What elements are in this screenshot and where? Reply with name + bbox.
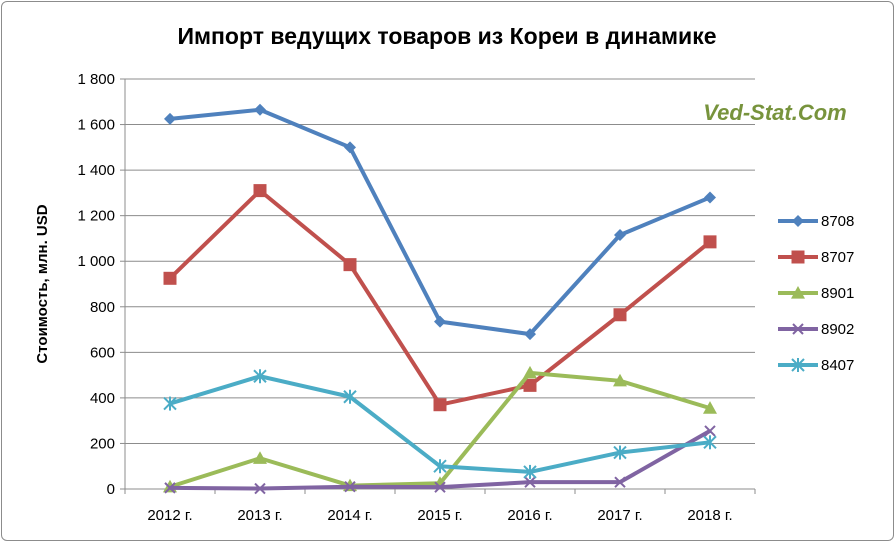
legend-item-8901: 8901 (778, 285, 854, 302)
series-line (169, 107, 711, 337)
axes (120, 78, 756, 494)
legend-label: 8708 (821, 213, 854, 230)
data-point (254, 103, 266, 116)
legend-marker (791, 250, 805, 264)
data-point (524, 328, 536, 341)
series-lines (163, 103, 717, 495)
legend-marker (791, 358, 805, 372)
x-tick-label: 2012 г. (147, 507, 192, 524)
y-axis-label: Стоимость, млн. USD (34, 204, 51, 363)
data-point (344, 141, 356, 154)
x-tick-label: 2013 г. (237, 507, 282, 524)
data-point (344, 481, 356, 493)
data-point (614, 476, 626, 488)
data-point (523, 365, 537, 379)
series-8708 (164, 103, 716, 341)
y-tick-label: 1 400 (77, 162, 115, 179)
legend-label: 8707 (821, 249, 854, 266)
x-tick-label: 2017 г. (597, 507, 642, 524)
x-tick-label: 2018 г. (687, 507, 732, 524)
y-tick-label: 1 600 (77, 117, 115, 134)
x-tick-labels: 2012 г. 2013 г. 2014 г. 2015 г. 2016 г. 2017 … (147, 507, 732, 524)
series-line (169, 374, 711, 474)
gridlines (125, 78, 755, 444)
x-tick-label: 2015 г. (417, 507, 462, 524)
data-point (614, 229, 626, 242)
x-tick-label: 2014 г. (327, 507, 372, 524)
data-point (704, 191, 716, 204)
legend-item-8902: 8902 (778, 321, 854, 338)
y-tick-label: 800 (90, 299, 115, 316)
data-point (703, 435, 717, 450)
legend-item-8707: 8707 (778, 249, 854, 266)
data-point (253, 451, 267, 464)
data-point (613, 308, 627, 322)
data-point (343, 389, 357, 404)
data-point (433, 459, 447, 474)
legend-item-8708: 8708 (778, 213, 854, 230)
series-line (168, 188, 712, 407)
data-point (704, 425, 716, 437)
series-8902 (164, 425, 716, 495)
data-point (343, 258, 357, 272)
data-point (613, 373, 627, 387)
legend: 8708 8707 8901 8902 8407 (778, 213, 854, 374)
x-tick-label: 2016 г. (507, 507, 552, 524)
data-point (703, 235, 717, 249)
y-tick-label: 600 (90, 344, 115, 361)
data-point (524, 476, 536, 488)
legend-item-8407: 8407 (778, 357, 854, 374)
data-point (253, 184, 267, 198)
legend-marker (792, 323, 804, 335)
data-point (164, 482, 176, 494)
y-tick-label: 1 000 (77, 253, 115, 270)
y-tick-label: 400 (90, 390, 115, 407)
legend-label: 8407 (821, 357, 854, 374)
series-8707 (163, 184, 717, 412)
data-point (523, 378, 537, 392)
legend-label: 8901 (821, 285, 854, 302)
data-point (434, 315, 446, 328)
data-point (703, 401, 717, 414)
series-8407 (163, 369, 717, 479)
data-point (433, 398, 447, 412)
legend-marker (791, 286, 805, 299)
data-point (164, 112, 176, 125)
y-tick-label: 1 200 (77, 208, 115, 225)
data-point (163, 271, 177, 285)
data-point (613, 445, 627, 460)
data-point (253, 369, 267, 384)
data-point (163, 396, 177, 411)
chart-title: Импорт ведущих товаров из Кореи в динами… (177, 23, 716, 49)
data-point (254, 482, 266, 495)
data-point (523, 464, 537, 479)
legend-label: 8902 (821, 321, 854, 338)
data-point (434, 481, 446, 493)
y-tick-label: 1 800 (77, 71, 115, 88)
y-tick-labels: 0 200 400 600 800 1 000 1 200 1 400 1 600 1 800 (77, 71, 115, 498)
y-tick-label: 200 (90, 435, 115, 452)
legend-marker (792, 215, 804, 227)
watermark-text: Ved-Stat.Com (703, 100, 846, 125)
y-tick-label: 0 (107, 481, 115, 498)
